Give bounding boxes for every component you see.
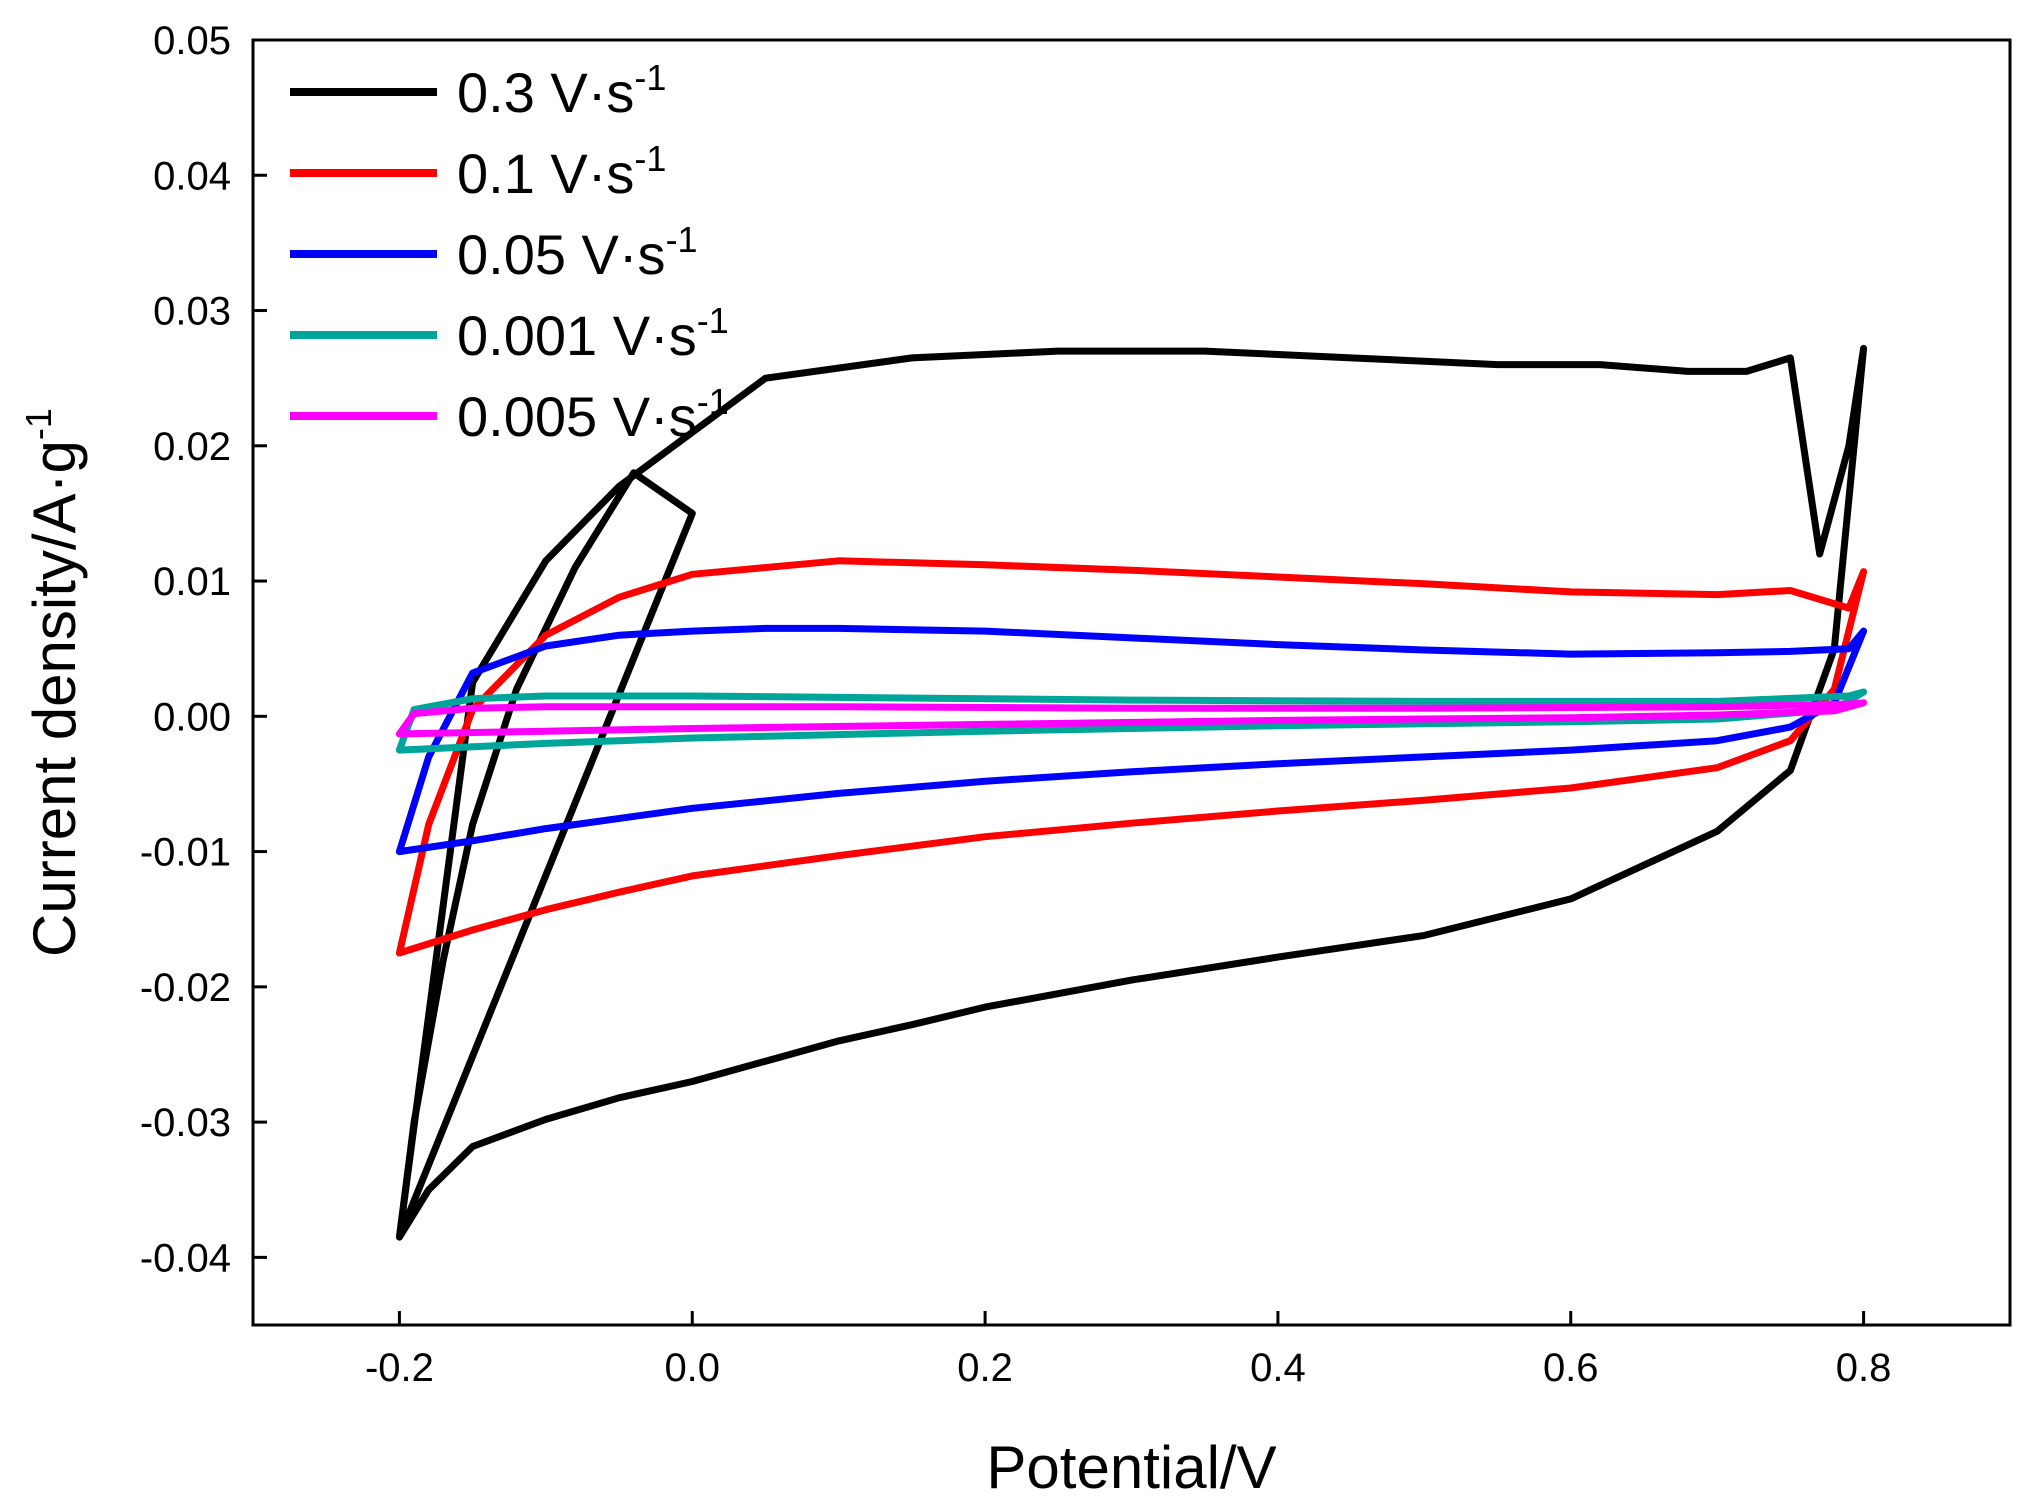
series-line-0: [395, 344, 1868, 1241]
y-axis-title: Current density/A·g-1: [18, 408, 88, 957]
series-line-3: [395, 688, 1868, 754]
y-tick-label: -0.01: [140, 831, 231, 875]
y-tick-label: -0.02: [140, 966, 231, 1010]
y-tick-label: 0.00: [153, 695, 231, 739]
ticks-layer: -0.2 0.0 0.2 0.4 0.6 0.8 -0.04 -0.03 -0.02 -0.01 0…: [140, 19, 1892, 1390]
x-tick-label: 0.4: [1250, 1346, 1306, 1390]
y-tick-label: 0.03: [153, 290, 231, 334]
y-tick-label: 0.01: [153, 560, 231, 604]
legend-label-4: 0.005 V·s-1: [457, 381, 729, 448]
legend-label-0: 0.3 V·s-1: [457, 57, 666, 124]
x-tick-label: 0.0: [664, 1346, 720, 1390]
series-line-4: [395, 699, 1868, 738]
plot-frame: [251, 38, 2012, 1327]
series-line-2: [395, 624, 1868, 856]
y-tick-label: -0.04: [140, 1236, 231, 1280]
x-axis-title: Potential/V: [986, 1434, 1276, 1501]
y-tick-label: 0.04: [153, 154, 231, 198]
x-tick-label: 0.2: [957, 1346, 1013, 1390]
legend-label-2: 0.05 V·s-1: [457, 219, 698, 286]
x-tick-label: 0.8: [1836, 1346, 1892, 1390]
y-axis-title-sup: -1: [18, 408, 59, 440]
legend-label-3: 0.001 V·s-1: [457, 300, 729, 367]
legend: 0.3 V·s-1 0.1 V·s-1 0.05 V·s-1 0.001 V·s-1 0…: [290, 57, 729, 448]
y-tick-label: 0.05: [153, 19, 231, 63]
series-layer: [395, 344, 1868, 1241]
y-tick-label: -0.03: [140, 1101, 231, 1145]
y-tick-label: 0.02: [153, 425, 231, 469]
series-line-1: [395, 557, 1868, 957]
legend-label-1: 0.1 V·s-1: [457, 138, 666, 205]
y-axis-title-main: Current density/A·g: [21, 440, 88, 957]
x-tick-label: 0.6: [1543, 1346, 1599, 1390]
x-tick-label: -0.2: [365, 1346, 434, 1390]
